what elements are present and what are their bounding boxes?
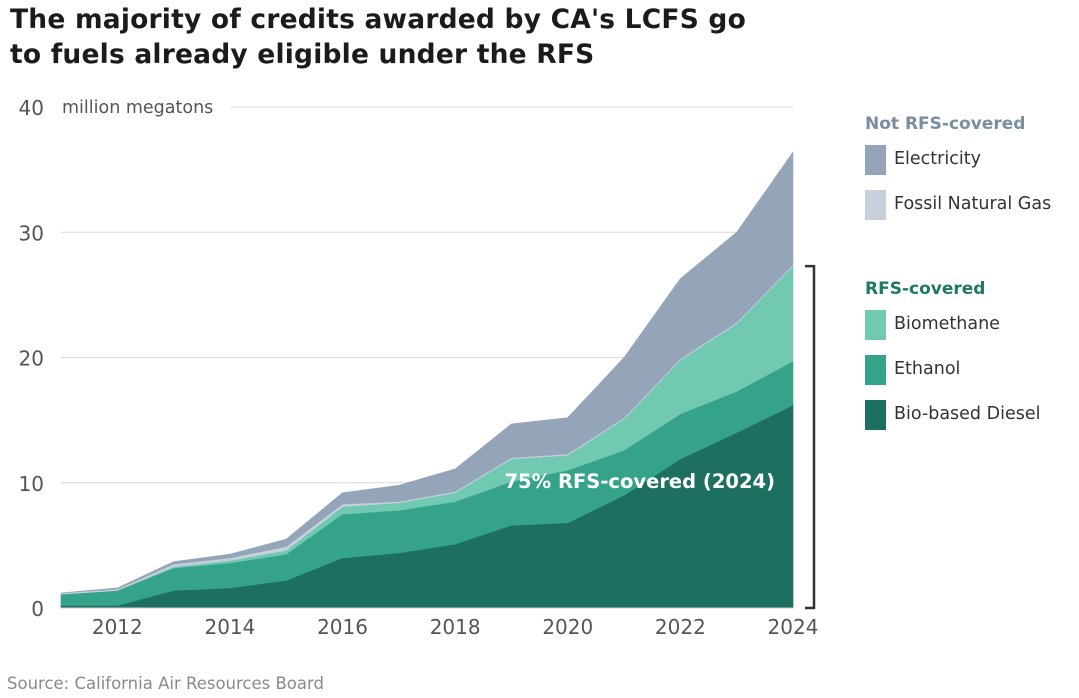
x-tick-label-2020: 2020 (542, 615, 593, 639)
chart-title-line-1: The majority of credits awarded by CA's … (10, 4, 746, 35)
x-tick-label-2018: 2018 (430, 615, 481, 639)
legend-swatch (865, 145, 886, 175)
x-tick-label-2014: 2014 (204, 615, 255, 639)
area-electricity (60, 151, 794, 594)
x-tick-label-2016: 2016 (317, 615, 368, 639)
source-note: Source: California Air Resources Board (7, 674, 324, 693)
legend-label: Bio-based Diesel (894, 404, 1041, 424)
y-tick-label-0: 0 (31, 597, 44, 621)
legend-heading-not-rfs-covered: Not RFS-covered (865, 114, 1026, 134)
legend-swatch (865, 310, 886, 340)
legend-heading-rfs-covered: RFS-covered (865, 279, 986, 299)
x-tick-label-2022: 2022 (655, 615, 706, 639)
legend-label: Fossil Natural Gas (894, 194, 1052, 214)
chart-title-line-2: to fuels already eligible under the RFS (10, 39, 595, 70)
axes: 0 10 20 30 40 million megatons 2012 2014 2016 201… (19, 96, 819, 639)
y-axis-label: million megatons (62, 98, 213, 118)
y-tick-label-10: 10 (19, 472, 44, 496)
rfs-covered-bracket (805, 264, 816, 610)
legend-swatch (865, 400, 886, 430)
legend-swatch (865, 355, 886, 385)
y-tick-label-40: 40 (19, 96, 44, 120)
area-series-group (60, 151, 794, 609)
x-tick-label-2012: 2012 (92, 615, 143, 639)
annotations: 75% RFS-covered (2024) (504, 264, 816, 610)
legend-label: Ethanol (894, 359, 961, 379)
y-tick-label-30: 30 (19, 221, 44, 245)
legend-swatch (865, 190, 886, 220)
y-tick-label-20: 20 (19, 347, 44, 371)
annotation-rfs-share: 75% RFS-covered (2024) (504, 470, 775, 493)
x-tick-label-2024: 2024 (768, 615, 819, 639)
legend-label: Electricity (894, 149, 981, 169)
legend-label: Biomethane (894, 314, 1000, 334)
chart-title: The majority of credits awarded by CA's … (10, 2, 850, 72)
